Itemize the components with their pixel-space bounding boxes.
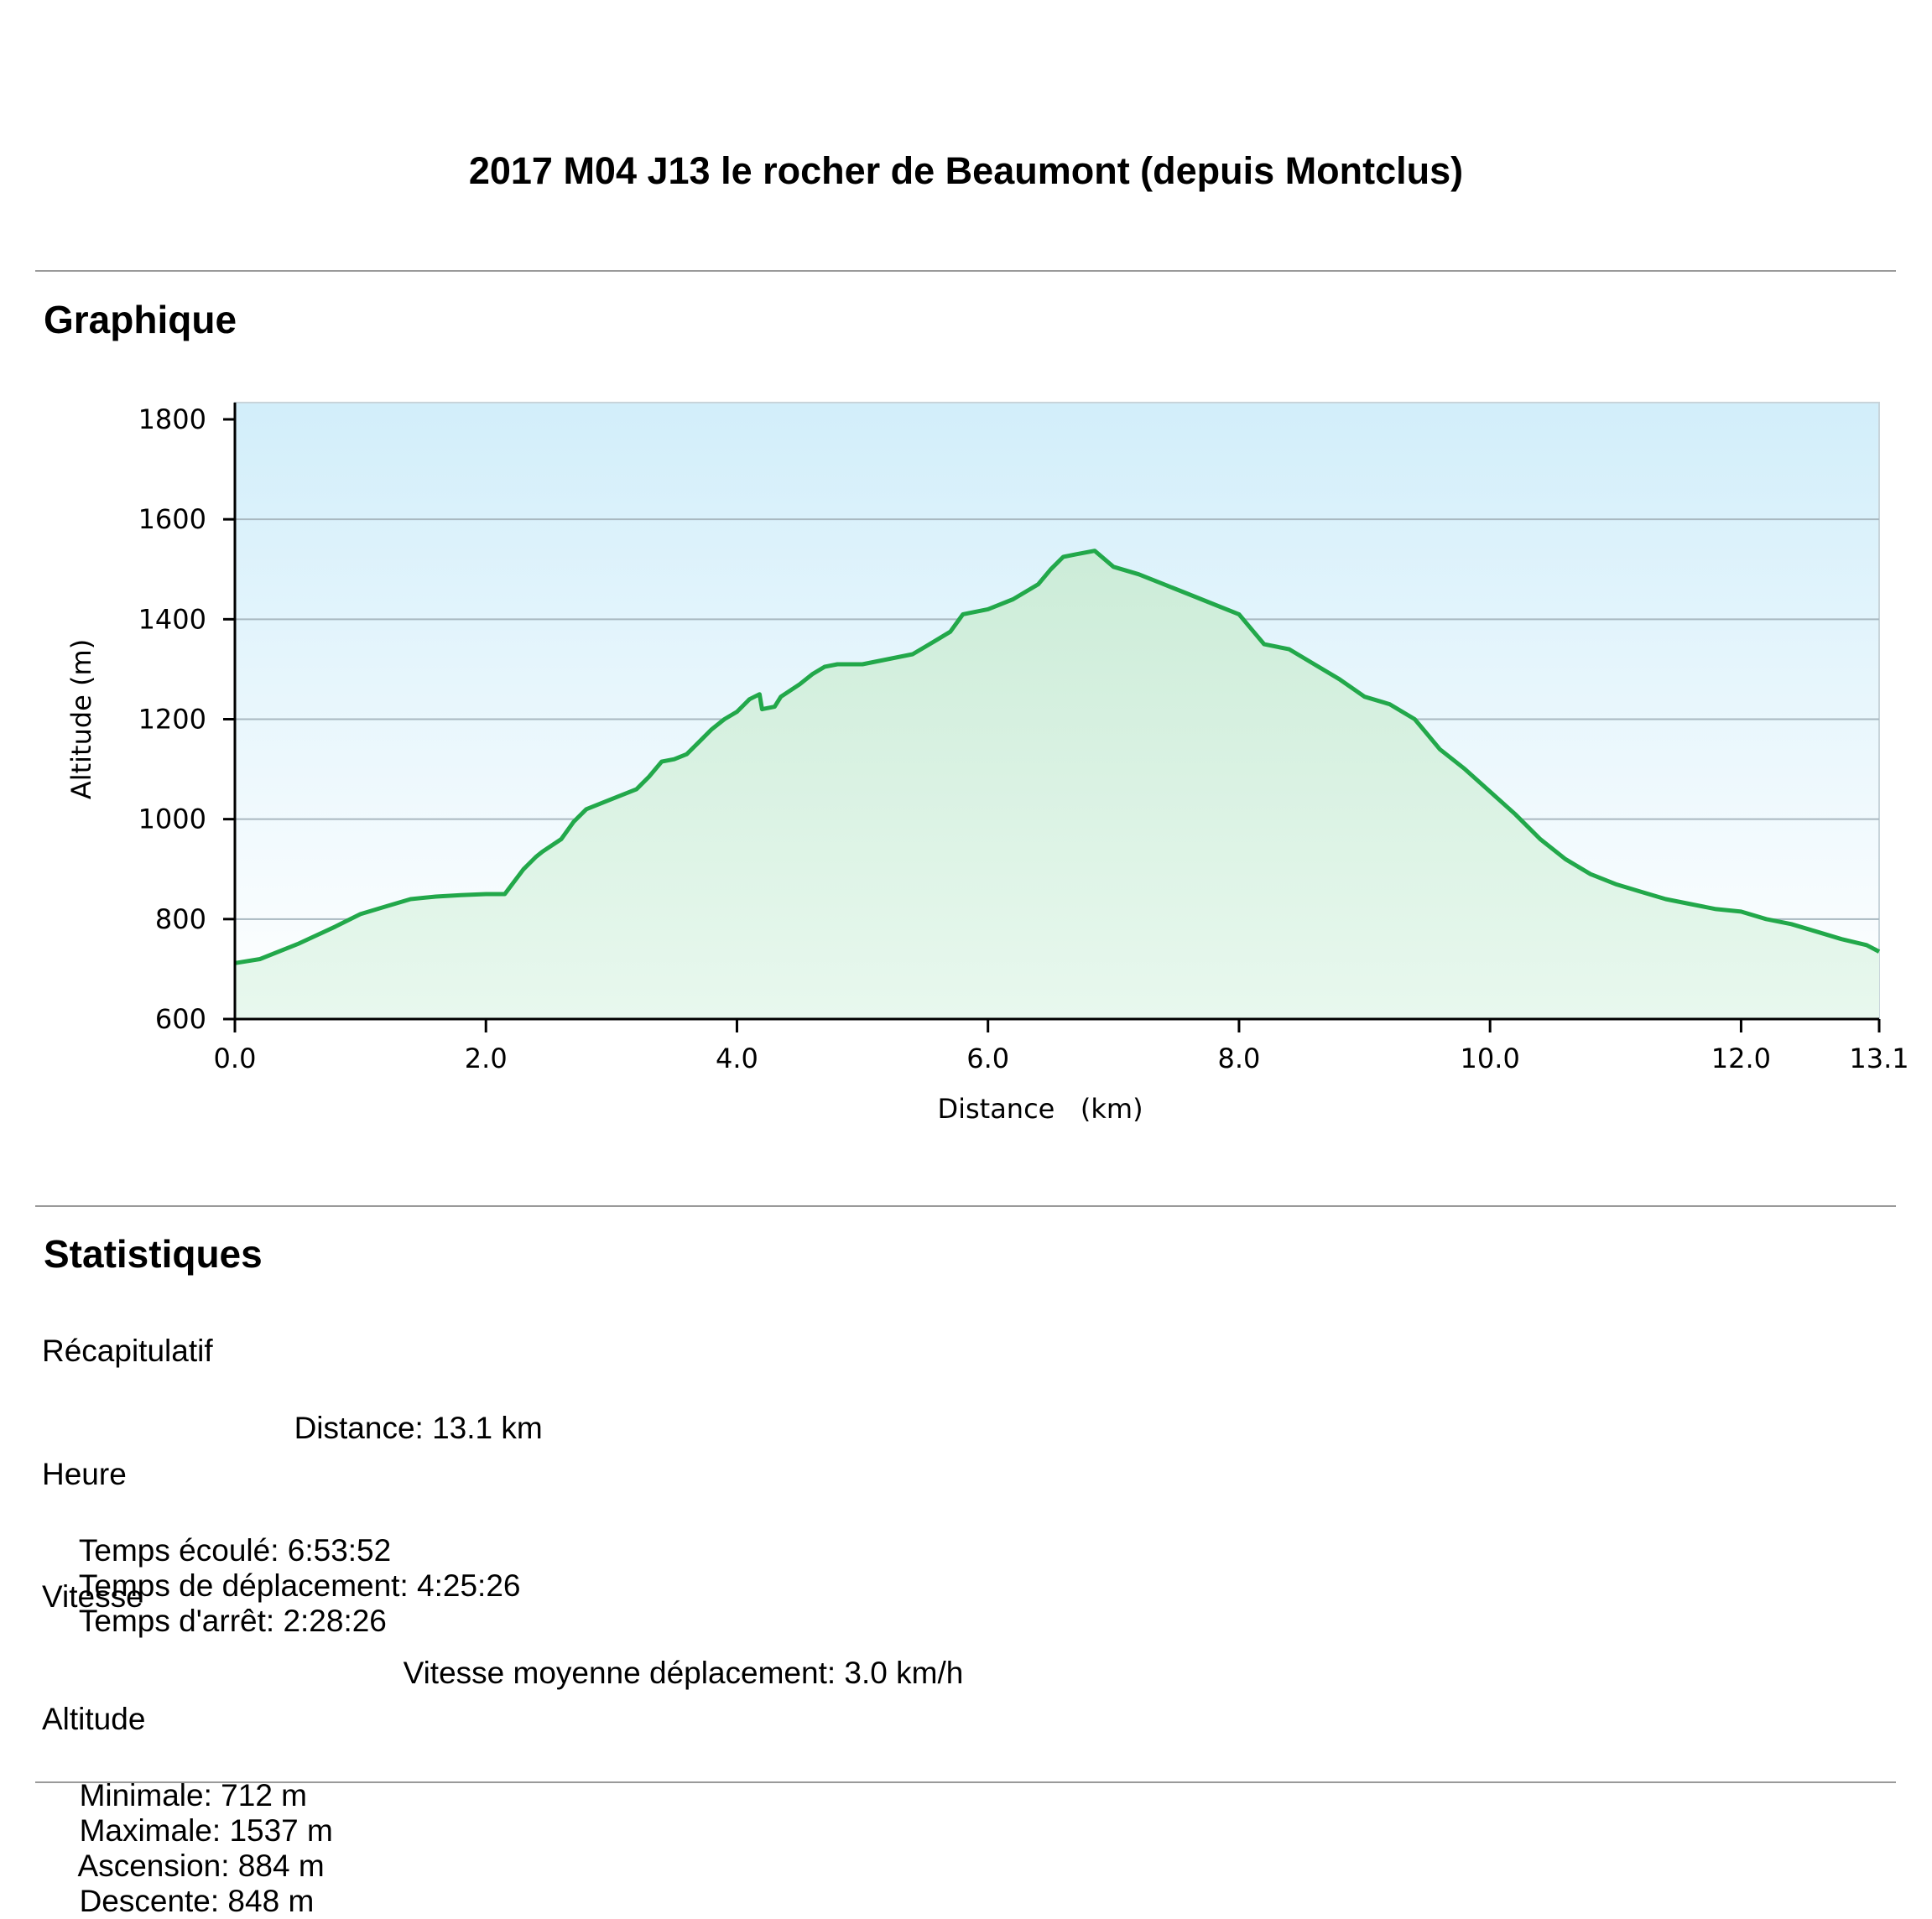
y-tick-label: 1800 [138,403,206,435]
divider-bottom [35,1781,1896,1783]
divider-top [35,270,1896,272]
altitude-line: Minimale: 712 m Maximale: 1537 m Ascensi… [62,1743,355,1919]
stat-moving-speed: Vitesse moyenne déplacement: 3.0 km/h [403,1656,964,1690]
section-title-chart: Graphique [44,298,237,341]
stat-alt-min: Minimale: 712 m [79,1778,307,1812]
x-axis-ticks: 0.0 2.0 4.0 6.0 8.0 10.0 12.0 13.1 [214,1019,1909,1074]
time-heading: Heure [42,1457,127,1491]
y-tick-label: 600 [155,1003,206,1035]
y-tick-label: 1400 [138,603,206,635]
divider-middle [35,1205,1896,1207]
x-tick-label: 13.1 [1849,1043,1909,1074]
elevation-chart: 600 800 1000 1200 1400 1600 1800 0.0 2.0 4.0 6.0 8… [65,402,1909,1125]
page-title: 2017 M04 J13 le rocher de Beaumont (depu… [468,149,1464,192]
stat-moving-time: Temps de déplacement: 4:25:26 [78,1568,521,1603]
y-tick-label: 1600 [138,503,206,535]
x-tick-label: 12.0 [1711,1043,1771,1074]
stat-distance: Distance: 13.1 km [294,1411,543,1445]
speed-heading: Vitesse [42,1579,143,1614]
stat-elapsed: Temps écoulé: 6:53:52 [78,1533,392,1568]
section-title-stats: Statistiques [44,1232,263,1276]
recap-line: Distance: 13.1 km [277,1376,565,1446]
x-tick-label: 8.0 [1218,1043,1261,1074]
time-line: Temps écoulé: 6:53:52 Temps de déplaceme… [62,1498,542,1639]
elevation-area [235,550,1879,1019]
speed-line: Vitesse moyenne déplacement: 3.0 km/h [386,1620,985,1691]
altitude-heading: Altitude [42,1702,146,1736]
stat-descent: Descente: 848 m [79,1884,315,1918]
stat-ascent: Ascension: 884 m [77,1849,325,1883]
recap-heading: Récapitulatif [42,1334,213,1368]
y-tick-label: 1200 [138,704,206,736]
y-tick-label: 1000 [138,803,206,835]
x-axis-label: Distance (km) [937,1093,1143,1125]
x-tick-label: 0.0 [214,1043,257,1074]
y-axis-label: Altitude (m) [65,639,97,799]
y-axis-ticks: 600 800 1000 1200 1400 1600 1800 [138,403,235,1035]
stat-alt-max: Maximale: 1537 m [79,1813,333,1848]
x-tick-label: 2.0 [465,1043,508,1074]
elevation-line [234,549,1881,965]
stat-stopped-time: Temps d'arrêt: 2:28:26 [78,1604,387,1638]
x-tick-label: 6.0 [966,1043,1009,1074]
y-tick-label: 800 [155,903,206,935]
x-tick-label: 10.0 [1461,1043,1520,1074]
x-tick-label: 4.0 [716,1043,758,1074]
